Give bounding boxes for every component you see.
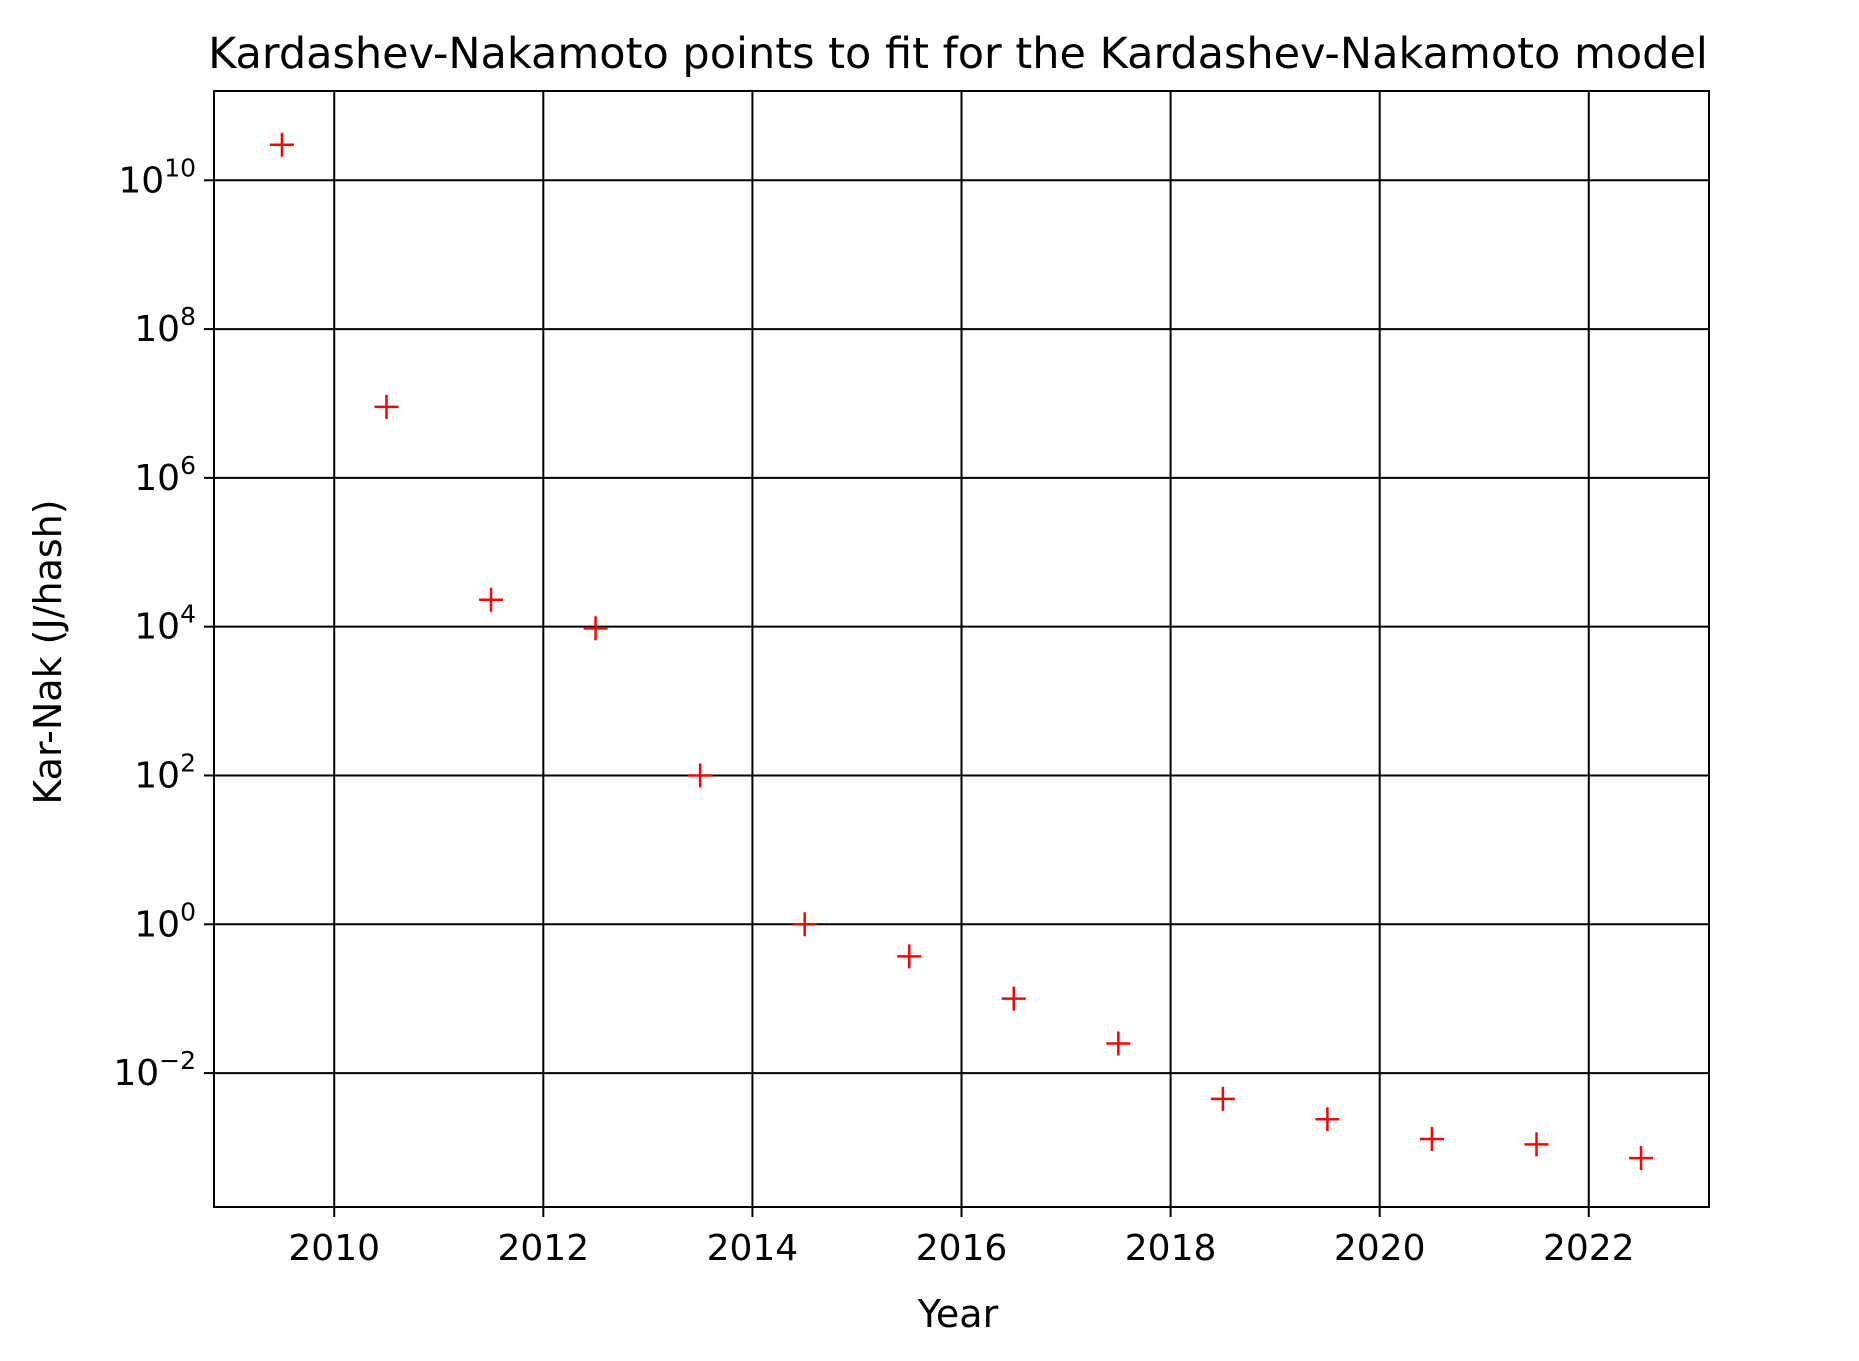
x-tick-label: 2010 (288, 1228, 380, 1269)
x-tick-label: 2016 (916, 1228, 1008, 1269)
plot-frame (213, 90, 1710, 1208)
x-tick-label: 2014 (707, 1228, 799, 1269)
data-point (792, 912, 817, 937)
x-tick-label: 2012 (498, 1228, 590, 1269)
y-tick-label: 10−2 (113, 1046, 196, 1094)
data-point (688, 763, 713, 788)
x-tick-label: 2020 (1334, 1228, 1426, 1269)
data-point (269, 132, 294, 157)
y-tick-label: 108 (134, 302, 196, 350)
data-point (1524, 1132, 1549, 1157)
x-tick-label: 2018 (1125, 1228, 1217, 1269)
y-tick-label: 104 (134, 600, 196, 648)
x-axis-label: Year (917, 1292, 999, 1336)
y-tick-label: 100 (134, 897, 196, 945)
data-points (269, 132, 1654, 1171)
data-point (1629, 1146, 1654, 1171)
data-point (374, 394, 399, 419)
chart-title: Kardashev-Nakamoto points to fit for the… (208, 29, 1708, 79)
data-point (897, 944, 922, 969)
data-point (479, 587, 504, 612)
y-tick-label: 106 (134, 451, 196, 499)
y-axis-label: Kar-Nak (J/hash) (26, 499, 70, 804)
data-point (1210, 1086, 1235, 1111)
y-tick-label: 102 (134, 748, 196, 796)
ticks: 2010 2012 2014 2016 2018 2020 2022 10−2 100 102 10… (113, 153, 1634, 1269)
data-point (1315, 1107, 1340, 1132)
y-tick-label: 1010 (118, 153, 196, 201)
data-point (1419, 1127, 1444, 1152)
grid (214, 91, 1709, 1207)
data-point (1001, 986, 1026, 1011)
x-tick-label: 2022 (1543, 1228, 1635, 1269)
data-point (1106, 1031, 1131, 1056)
data-point (583, 616, 608, 641)
